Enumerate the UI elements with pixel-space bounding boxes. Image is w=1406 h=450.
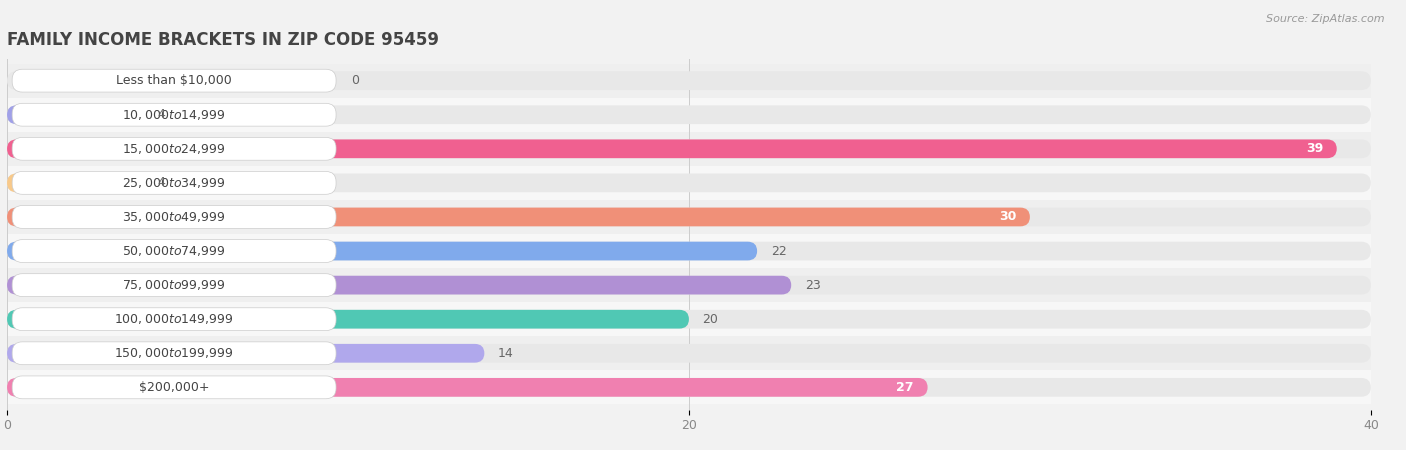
Bar xyxy=(7,63,1371,98)
Text: $10,000 to $14,999: $10,000 to $14,999 xyxy=(122,108,226,122)
Text: 39: 39 xyxy=(1306,142,1323,155)
Text: 20: 20 xyxy=(703,313,718,326)
FancyBboxPatch shape xyxy=(13,137,336,160)
Text: 23: 23 xyxy=(804,279,821,292)
FancyBboxPatch shape xyxy=(13,274,336,297)
FancyBboxPatch shape xyxy=(13,239,336,262)
FancyBboxPatch shape xyxy=(7,276,1371,294)
FancyBboxPatch shape xyxy=(13,308,336,331)
FancyBboxPatch shape xyxy=(7,207,1029,226)
FancyBboxPatch shape xyxy=(13,342,336,364)
Text: $150,000 to $199,999: $150,000 to $199,999 xyxy=(114,346,233,360)
FancyBboxPatch shape xyxy=(7,174,1371,192)
Text: $15,000 to $24,999: $15,000 to $24,999 xyxy=(122,142,226,156)
FancyBboxPatch shape xyxy=(7,207,1371,226)
FancyBboxPatch shape xyxy=(7,140,1337,158)
Text: 27: 27 xyxy=(897,381,914,394)
FancyBboxPatch shape xyxy=(7,105,143,124)
Text: $75,000 to $99,999: $75,000 to $99,999 xyxy=(122,278,226,292)
Text: $25,000 to $34,999: $25,000 to $34,999 xyxy=(122,176,226,190)
Text: 22: 22 xyxy=(770,244,786,257)
Text: 4: 4 xyxy=(157,108,165,121)
Bar xyxy=(7,302,1371,336)
Text: 14: 14 xyxy=(498,347,513,360)
FancyBboxPatch shape xyxy=(7,174,143,192)
Text: $35,000 to $49,999: $35,000 to $49,999 xyxy=(122,210,226,224)
FancyBboxPatch shape xyxy=(13,171,336,194)
Bar xyxy=(7,336,1371,370)
Text: 4: 4 xyxy=(157,176,165,189)
FancyBboxPatch shape xyxy=(7,310,1371,328)
FancyBboxPatch shape xyxy=(13,376,336,399)
FancyBboxPatch shape xyxy=(7,378,1371,397)
Text: $100,000 to $149,999: $100,000 to $149,999 xyxy=(114,312,233,326)
FancyBboxPatch shape xyxy=(13,206,336,229)
FancyBboxPatch shape xyxy=(7,105,1371,124)
FancyBboxPatch shape xyxy=(7,242,1371,261)
Bar xyxy=(7,166,1371,200)
Text: Source: ZipAtlas.com: Source: ZipAtlas.com xyxy=(1267,14,1385,23)
FancyBboxPatch shape xyxy=(7,71,1371,90)
FancyBboxPatch shape xyxy=(7,140,1371,158)
Text: FAMILY INCOME BRACKETS IN ZIP CODE 95459: FAMILY INCOME BRACKETS IN ZIP CODE 95459 xyxy=(7,31,439,49)
Text: 30: 30 xyxy=(998,211,1017,224)
FancyBboxPatch shape xyxy=(7,344,1371,363)
FancyBboxPatch shape xyxy=(7,276,792,294)
FancyBboxPatch shape xyxy=(7,344,484,363)
Bar xyxy=(7,268,1371,302)
Bar xyxy=(7,98,1371,132)
Text: Less than $10,000: Less than $10,000 xyxy=(117,74,232,87)
Bar xyxy=(7,132,1371,166)
FancyBboxPatch shape xyxy=(13,104,336,126)
Bar xyxy=(7,234,1371,268)
Bar xyxy=(7,200,1371,234)
FancyBboxPatch shape xyxy=(13,69,336,92)
Text: $50,000 to $74,999: $50,000 to $74,999 xyxy=(122,244,226,258)
FancyBboxPatch shape xyxy=(7,378,928,397)
FancyBboxPatch shape xyxy=(7,310,689,328)
Text: $200,000+: $200,000+ xyxy=(139,381,209,394)
Text: 0: 0 xyxy=(352,74,360,87)
FancyBboxPatch shape xyxy=(7,242,756,261)
Bar xyxy=(7,370,1371,405)
